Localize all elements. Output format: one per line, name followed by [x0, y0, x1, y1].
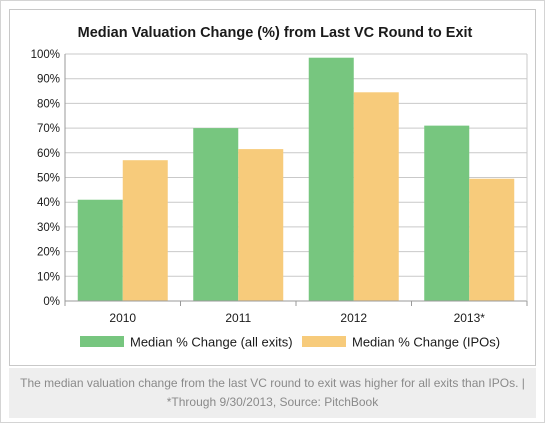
legend-label-all-exits: Median % Change (all exits): [130, 335, 293, 350]
y-tick-label: 50%: [37, 173, 60, 185]
bar-all-exits: [308, 57, 354, 301]
legend-swatch-ipos: [302, 336, 346, 347]
bars: [77, 57, 515, 301]
bar-all-exits: [77, 199, 123, 301]
legend: Median % Change (all exits) Median % Chan…: [80, 335, 500, 350]
y-tick-label: 60%: [37, 148, 60, 160]
bar-ipos: [122, 160, 168, 301]
y-tick-label: 70%: [37, 123, 60, 135]
chart-container: Median Valuation Change (%) from Last VC…: [9, 9, 536, 366]
y-tick-label: 100%: [31, 49, 60, 61]
bar-ipos: [469, 178, 515, 301]
y-tick-label: 40%: [37, 197, 60, 209]
legend-swatch-all-exits: [80, 336, 124, 347]
y-axis-ticks: 0% 10% 20% 30% 40% 50% 60% 70% 80% 90% 100%: [31, 49, 60, 308]
x-tick-label: 2013*: [454, 311, 486, 325]
chart-title: Median Valuation Change (%) from Last VC…: [78, 25, 473, 41]
bar-all-exits: [424, 125, 470, 301]
y-tick-label: 80%: [37, 98, 60, 110]
y-tick-label: 90%: [37, 74, 60, 86]
axes: [64, 54, 528, 306]
y-tick-label: 10%: [37, 271, 60, 283]
x-tick-label: 2012: [340, 311, 367, 325]
y-tick-label: 0%: [43, 296, 60, 308]
bar-ipos: [353, 92, 399, 301]
x-axis-ticks: 2010 2011 2012 2013*: [109, 311, 485, 325]
y-tick-label: 20%: [37, 247, 60, 259]
x-tick-label: 2010: [109, 311, 136, 325]
bar-ipos: [238, 149, 284, 301]
y-tick-label: 30%: [37, 222, 60, 234]
bar-all-exits: [193, 128, 239, 301]
bar-chart: Median Valuation Change (%) from Last VC…: [31, 25, 528, 350]
caption-text: The median valuation change from the las…: [20, 376, 525, 409]
x-tick-label: 2011: [225, 311, 251, 325]
legend-label-ipos: Median % Change (IPOs): [352, 335, 500, 350]
figure-caption: The median valuation change from the las…: [9, 368, 536, 418]
